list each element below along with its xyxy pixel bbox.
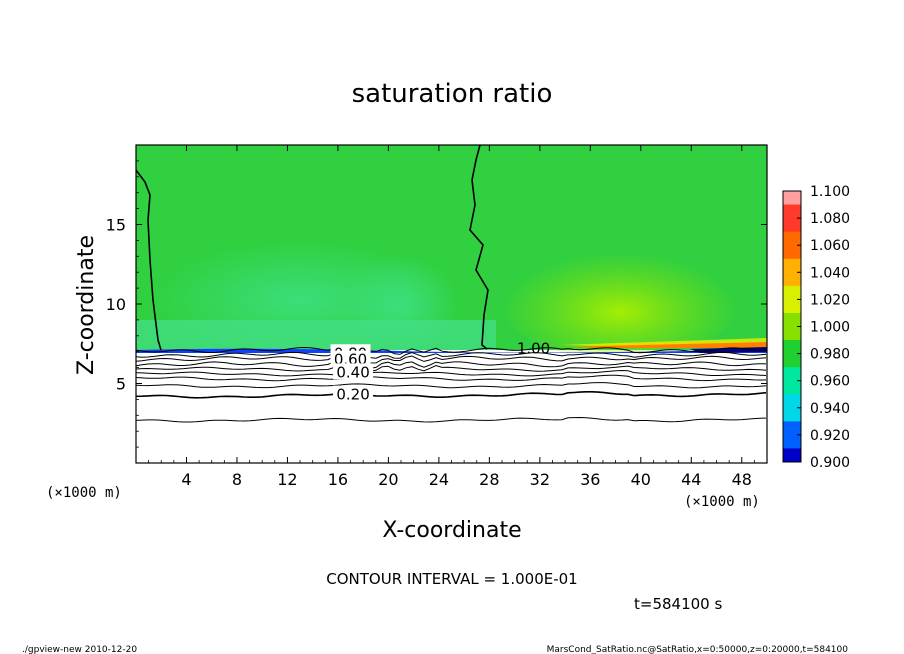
contour-label: 0.40	[336, 363, 369, 381]
colorbar-segment	[783, 231, 801, 246]
x-tick-label: 40	[631, 470, 651, 489]
colorbar-segment	[783, 353, 801, 368]
contour-line-4	[136, 364, 767, 374]
x-tick-label: 8	[232, 470, 242, 489]
colorbar-label: 1.100	[810, 184, 850, 200]
contour-label-bg	[333, 385, 374, 402]
contour-label: 1.00	[517, 340, 550, 358]
chart-title: saturation ratio	[352, 79, 553, 109]
colorbar-segment	[783, 218, 801, 233]
colorbar-label: 0.920	[810, 428, 850, 444]
colorbar-segment	[783, 434, 801, 449]
y-axis: 5 10 15	[106, 160, 767, 448]
contour-1-00-mid	[469, 145, 489, 350]
x-tick-label: 28	[479, 470, 499, 489]
footer-right: MarsCond_SatRatio.nc@SatRatio,x=0:50000,…	[547, 645, 849, 654]
contour-line-7	[136, 382, 767, 389]
colorbar-label: 0.940	[810, 401, 850, 417]
colorbar-label: 1.040	[810, 265, 850, 281]
field-white	[136, 353, 767, 463]
x-tick-label: 48	[732, 470, 752, 489]
colorbar-segment	[783, 394, 801, 409]
colorbar-segment	[783, 299, 801, 314]
x-tick-label: 16	[328, 470, 348, 489]
contour-1-00-left	[136, 169, 162, 351]
field-lower-band	[136, 320, 496, 350]
y-tick-label: 15	[106, 216, 126, 235]
footer-left: ./gpview-new 2010-12-20	[22, 645, 137, 654]
field-low-edge-dark	[690, 347, 767, 353]
y-tick-label: 5	[116, 375, 126, 394]
colorbar-segment	[783, 191, 801, 206]
contour-line-3	[136, 361, 767, 369]
colorbar-segment	[783, 285, 801, 300]
colorbar-label: 1.080	[810, 211, 850, 227]
colorbar-label: 1.060	[810, 238, 850, 254]
y-tick-label: 10	[106, 295, 126, 314]
x-tick-label: 12	[277, 470, 297, 489]
x-tick-label: 32	[530, 470, 550, 489]
x-tick-label: 44	[681, 470, 701, 489]
x-axis-label: X-coordinate	[382, 518, 521, 543]
y-axis-label: Z-coordinate	[74, 235, 99, 375]
contour-line-2	[136, 355, 767, 364]
contour-line-9	[136, 416, 767, 423]
time-label: t=584100 s	[634, 595, 722, 613]
contour-label-bg	[330, 350, 371, 367]
colorbar-segment	[783, 448, 801, 463]
contour-line-6	[136, 374, 767, 382]
contour-line-0	[136, 346, 767, 355]
colorbar: 1.100 1.080 1.060 1.040 1.020 1.000 0.980 0.960…	[782, 184, 850, 471]
colorbar-segment	[783, 367, 801, 382]
colorbar-segment	[783, 204, 801, 219]
colorbar-label: 1.000	[810, 320, 850, 336]
contour-1-00	[136, 145, 489, 351]
field-sat-edge-orange	[570, 342, 767, 348]
colorbar-segment	[783, 272, 801, 287]
colorbar-label: 1.020	[810, 292, 850, 308]
field-sat-edge-yellow	[560, 338, 767, 346]
x-tick-label: 20	[378, 470, 398, 489]
colorbar-segment	[783, 421, 801, 436]
contour-line-5	[136, 369, 767, 377]
x-tick-label: 36	[580, 470, 600, 489]
x-unit-left: (×1000 m)	[46, 485, 122, 501]
colorbar-label: 0.900	[810, 455, 850, 471]
colorbar-segment	[783, 245, 801, 260]
contour-line-1	[136, 351, 767, 359]
contour-interval: CONTOUR INTERVAL = 1.000E-01	[326, 570, 577, 588]
colorbar-label: 0.980	[810, 347, 850, 363]
colorbar-segment	[783, 326, 801, 341]
colorbar-segment	[783, 258, 801, 273]
colorbar-segment	[783, 380, 801, 395]
x-tick-label: 4	[181, 470, 191, 489]
x-unit-right: (×1000 m)	[684, 494, 760, 510]
colorbar-segment	[783, 340, 801, 355]
contour-lines	[136, 346, 767, 423]
x-axis: 4 8 12 16 20 24 28 32 36 40 44 48	[148, 145, 755, 489]
field-patch-right	[500, 240, 740, 360]
contour-label: 0.20	[336, 386, 369, 404]
x-tick-label: 24	[429, 470, 449, 489]
contour-labels: 1.000.800.600.400.20	[330, 340, 550, 404]
filled-field	[136, 145, 767, 463]
colorbar-segment	[783, 407, 801, 422]
colorbar-segment	[783, 312, 801, 327]
colorbar-label: 0.960	[810, 374, 850, 390]
contour-label-bg	[333, 363, 374, 380]
contour-line-8	[136, 391, 767, 399]
